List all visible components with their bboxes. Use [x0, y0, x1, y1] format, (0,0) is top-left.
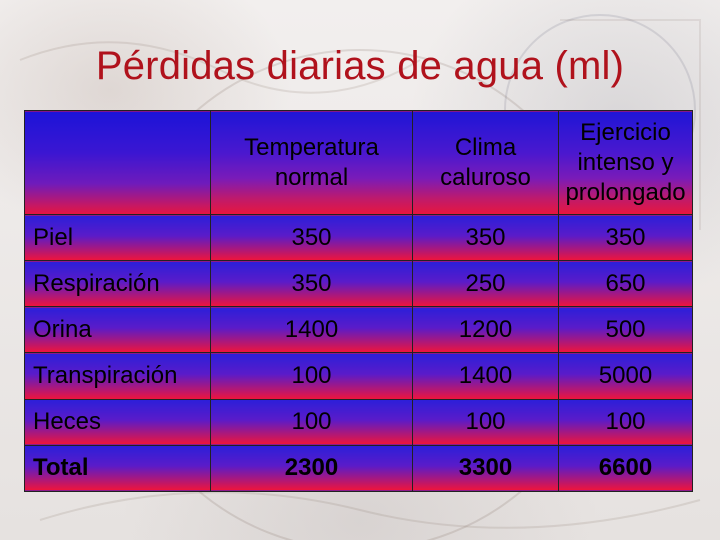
table-row-piel: Piel 350 350 350 [24, 213, 693, 262]
row-label: Respiración [24, 260, 211, 308]
table-cell: 100 [412, 398, 559, 446]
table-cell-total: 2300 [210, 444, 413, 493]
header-line: Temperatura [244, 133, 379, 161]
table-cell: 100 [210, 398, 413, 446]
header-line: normal [274, 163, 349, 191]
header-line: caluroso [440, 163, 531, 191]
table-cell: 500 [558, 306, 693, 354]
row-label: Piel [24, 213, 211, 262]
row-label: Orina [24, 306, 211, 354]
table-row-respiracion: Respiración 350 250 650 [24, 260, 693, 308]
header-line: Clima [454, 133, 517, 161]
table-header-row: Temperatura normal Clima caluroso Ejerci… [24, 110, 693, 215]
header-line: intenso y [577, 148, 674, 176]
table-row-orina: Orina 1400 1200 500 [24, 306, 693, 354]
row-label: Heces [24, 398, 211, 446]
header-temperatura-normal: Temperatura normal [210, 110, 413, 215]
table-cell: 350 [210, 260, 413, 308]
header-ejercicio: Ejercicio intenso y prolongado [558, 110, 693, 215]
header-corner-cell [24, 110, 211, 215]
table-cell: 1200 [412, 306, 559, 354]
table-cell: 1400 [412, 352, 559, 400]
row-label-total: Total [24, 444, 211, 493]
table-cell: 100 [210, 352, 413, 400]
table-row-transpiracion: Transpiración 100 1400 5000 [24, 352, 693, 400]
table-cell: 100 [558, 398, 693, 446]
table-cell-total: 3300 [412, 444, 559, 493]
header-clima-caluroso: Clima caluroso [412, 110, 559, 215]
table-cell: 650 [558, 260, 693, 308]
table-cell: 250 [412, 260, 559, 308]
slide-title: Pérdidas diarias de agua (ml) [95, 44, 625, 88]
table-row-heces: Heces 100 100 100 [24, 398, 693, 446]
header-line: Ejercicio [580, 118, 671, 146]
table-cell: 350 [412, 213, 559, 262]
header-line: prolongado [565, 178, 686, 206]
table-cell: 5000 [558, 352, 693, 400]
table-cell-total: 6600 [558, 444, 693, 493]
water-loss-table: Temperatura normal Clima caluroso Ejerci… [24, 110, 693, 493]
row-label: Transpiración [24, 352, 211, 400]
table-row-total: Total 2300 3300 6600 [24, 444, 693, 493]
table-cell: 1400 [210, 306, 413, 354]
water-loss-table-container: Temperatura normal Clima caluroso Ejerci… [24, 110, 693, 493]
table-cell: 350 [558, 213, 693, 262]
table-cell: 350 [210, 213, 413, 262]
